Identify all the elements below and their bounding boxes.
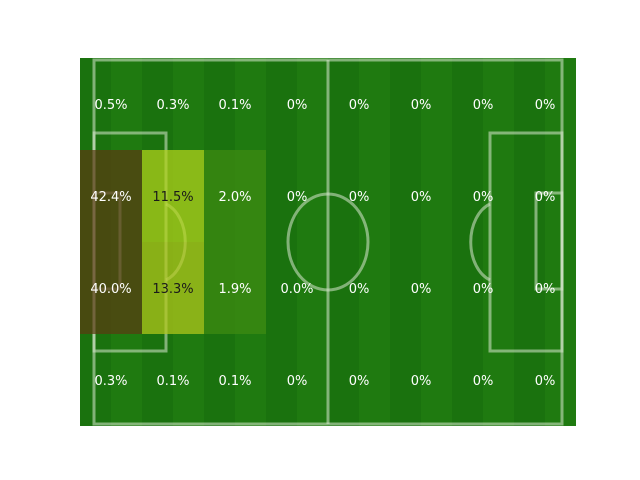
cell-value-label: 0.3% xyxy=(94,374,127,389)
cell-value-label: 0% xyxy=(287,98,308,113)
cell-value-label: 0% xyxy=(473,190,494,205)
cell-value-label: 0% xyxy=(349,282,370,297)
cell-value-label: 2.0% xyxy=(218,190,251,205)
cell-value-label: 42.4% xyxy=(90,190,131,205)
cell-value-label: 0% xyxy=(349,374,370,389)
cell-value-label: 0% xyxy=(535,374,556,389)
cell-value-label: 0% xyxy=(535,190,556,205)
cell-value-label: 0% xyxy=(287,190,308,205)
heatmap-cell xyxy=(204,150,266,242)
cell-value-label: 0.0% xyxy=(280,282,313,297)
pitch-stripe xyxy=(390,58,421,426)
cell-value-label: 0.3% xyxy=(156,98,189,113)
cell-value-label: 0.1% xyxy=(218,98,251,113)
cell-value-label: 0% xyxy=(411,98,432,113)
cell-value-label: 0% xyxy=(287,374,308,389)
heatmap-labels: 0.5% 0.3% 0.1% 0% 0% 0% 0% 0% 42.4% 11.5% 2.0% 0% 0%… xyxy=(90,98,555,389)
cell-value-label: 0% xyxy=(535,98,556,113)
heatmap-cell xyxy=(80,242,142,334)
cell-value-label: 0% xyxy=(411,282,432,297)
cell-value-label: 40.0% xyxy=(90,282,131,297)
cell-value-label: 0% xyxy=(473,98,494,113)
cell-value-label: 1.9% xyxy=(218,282,251,297)
cell-value-label: 0.1% xyxy=(218,374,251,389)
heatmap-cell xyxy=(142,242,204,334)
pitch-stripe xyxy=(328,58,359,426)
heatmap-cell xyxy=(142,150,204,242)
centre-circle xyxy=(286,192,370,292)
pitch-stripe xyxy=(452,58,483,426)
right-goal-area xyxy=(534,191,564,291)
cell-value-label: 0% xyxy=(535,282,556,297)
cell-value-label: 0% xyxy=(411,374,432,389)
cell-value-label: 13.3% xyxy=(152,282,193,297)
pitch-stripe xyxy=(266,58,297,426)
heatmap-cells xyxy=(80,150,266,334)
cell-value-label: 0% xyxy=(411,190,432,205)
football-pitch xyxy=(80,58,576,426)
right-penalty-arc xyxy=(469,202,491,282)
cell-value-label: 11.5% xyxy=(152,190,193,205)
cell-value-label: 0.1% xyxy=(156,374,189,389)
cell-value-label: 0% xyxy=(473,282,494,297)
cell-value-label: 0% xyxy=(349,98,370,113)
heatmap-cell xyxy=(204,242,266,334)
pitch-stripe xyxy=(514,58,545,426)
cell-value-label: 0% xyxy=(473,374,494,389)
heatmap-cell xyxy=(80,150,142,242)
cell-value-label: 0% xyxy=(349,190,370,205)
cell-value-label: 0.5% xyxy=(94,98,127,113)
